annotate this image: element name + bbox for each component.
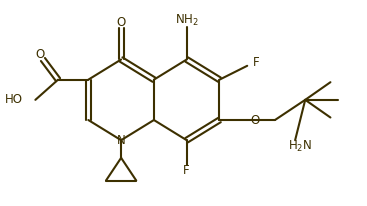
Text: F: F xyxy=(184,164,190,177)
Text: NH$_2$: NH$_2$ xyxy=(175,13,199,28)
Text: H$_2$N: H$_2$N xyxy=(288,139,312,154)
Text: N: N xyxy=(117,134,126,147)
Text: O: O xyxy=(250,114,259,126)
Text: F: F xyxy=(253,56,259,69)
Text: O: O xyxy=(116,16,126,29)
Text: O: O xyxy=(36,48,45,61)
Text: HO: HO xyxy=(5,93,23,106)
